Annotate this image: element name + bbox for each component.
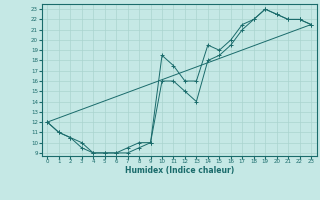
X-axis label: Humidex (Indice chaleur): Humidex (Indice chaleur)	[124, 166, 234, 175]
